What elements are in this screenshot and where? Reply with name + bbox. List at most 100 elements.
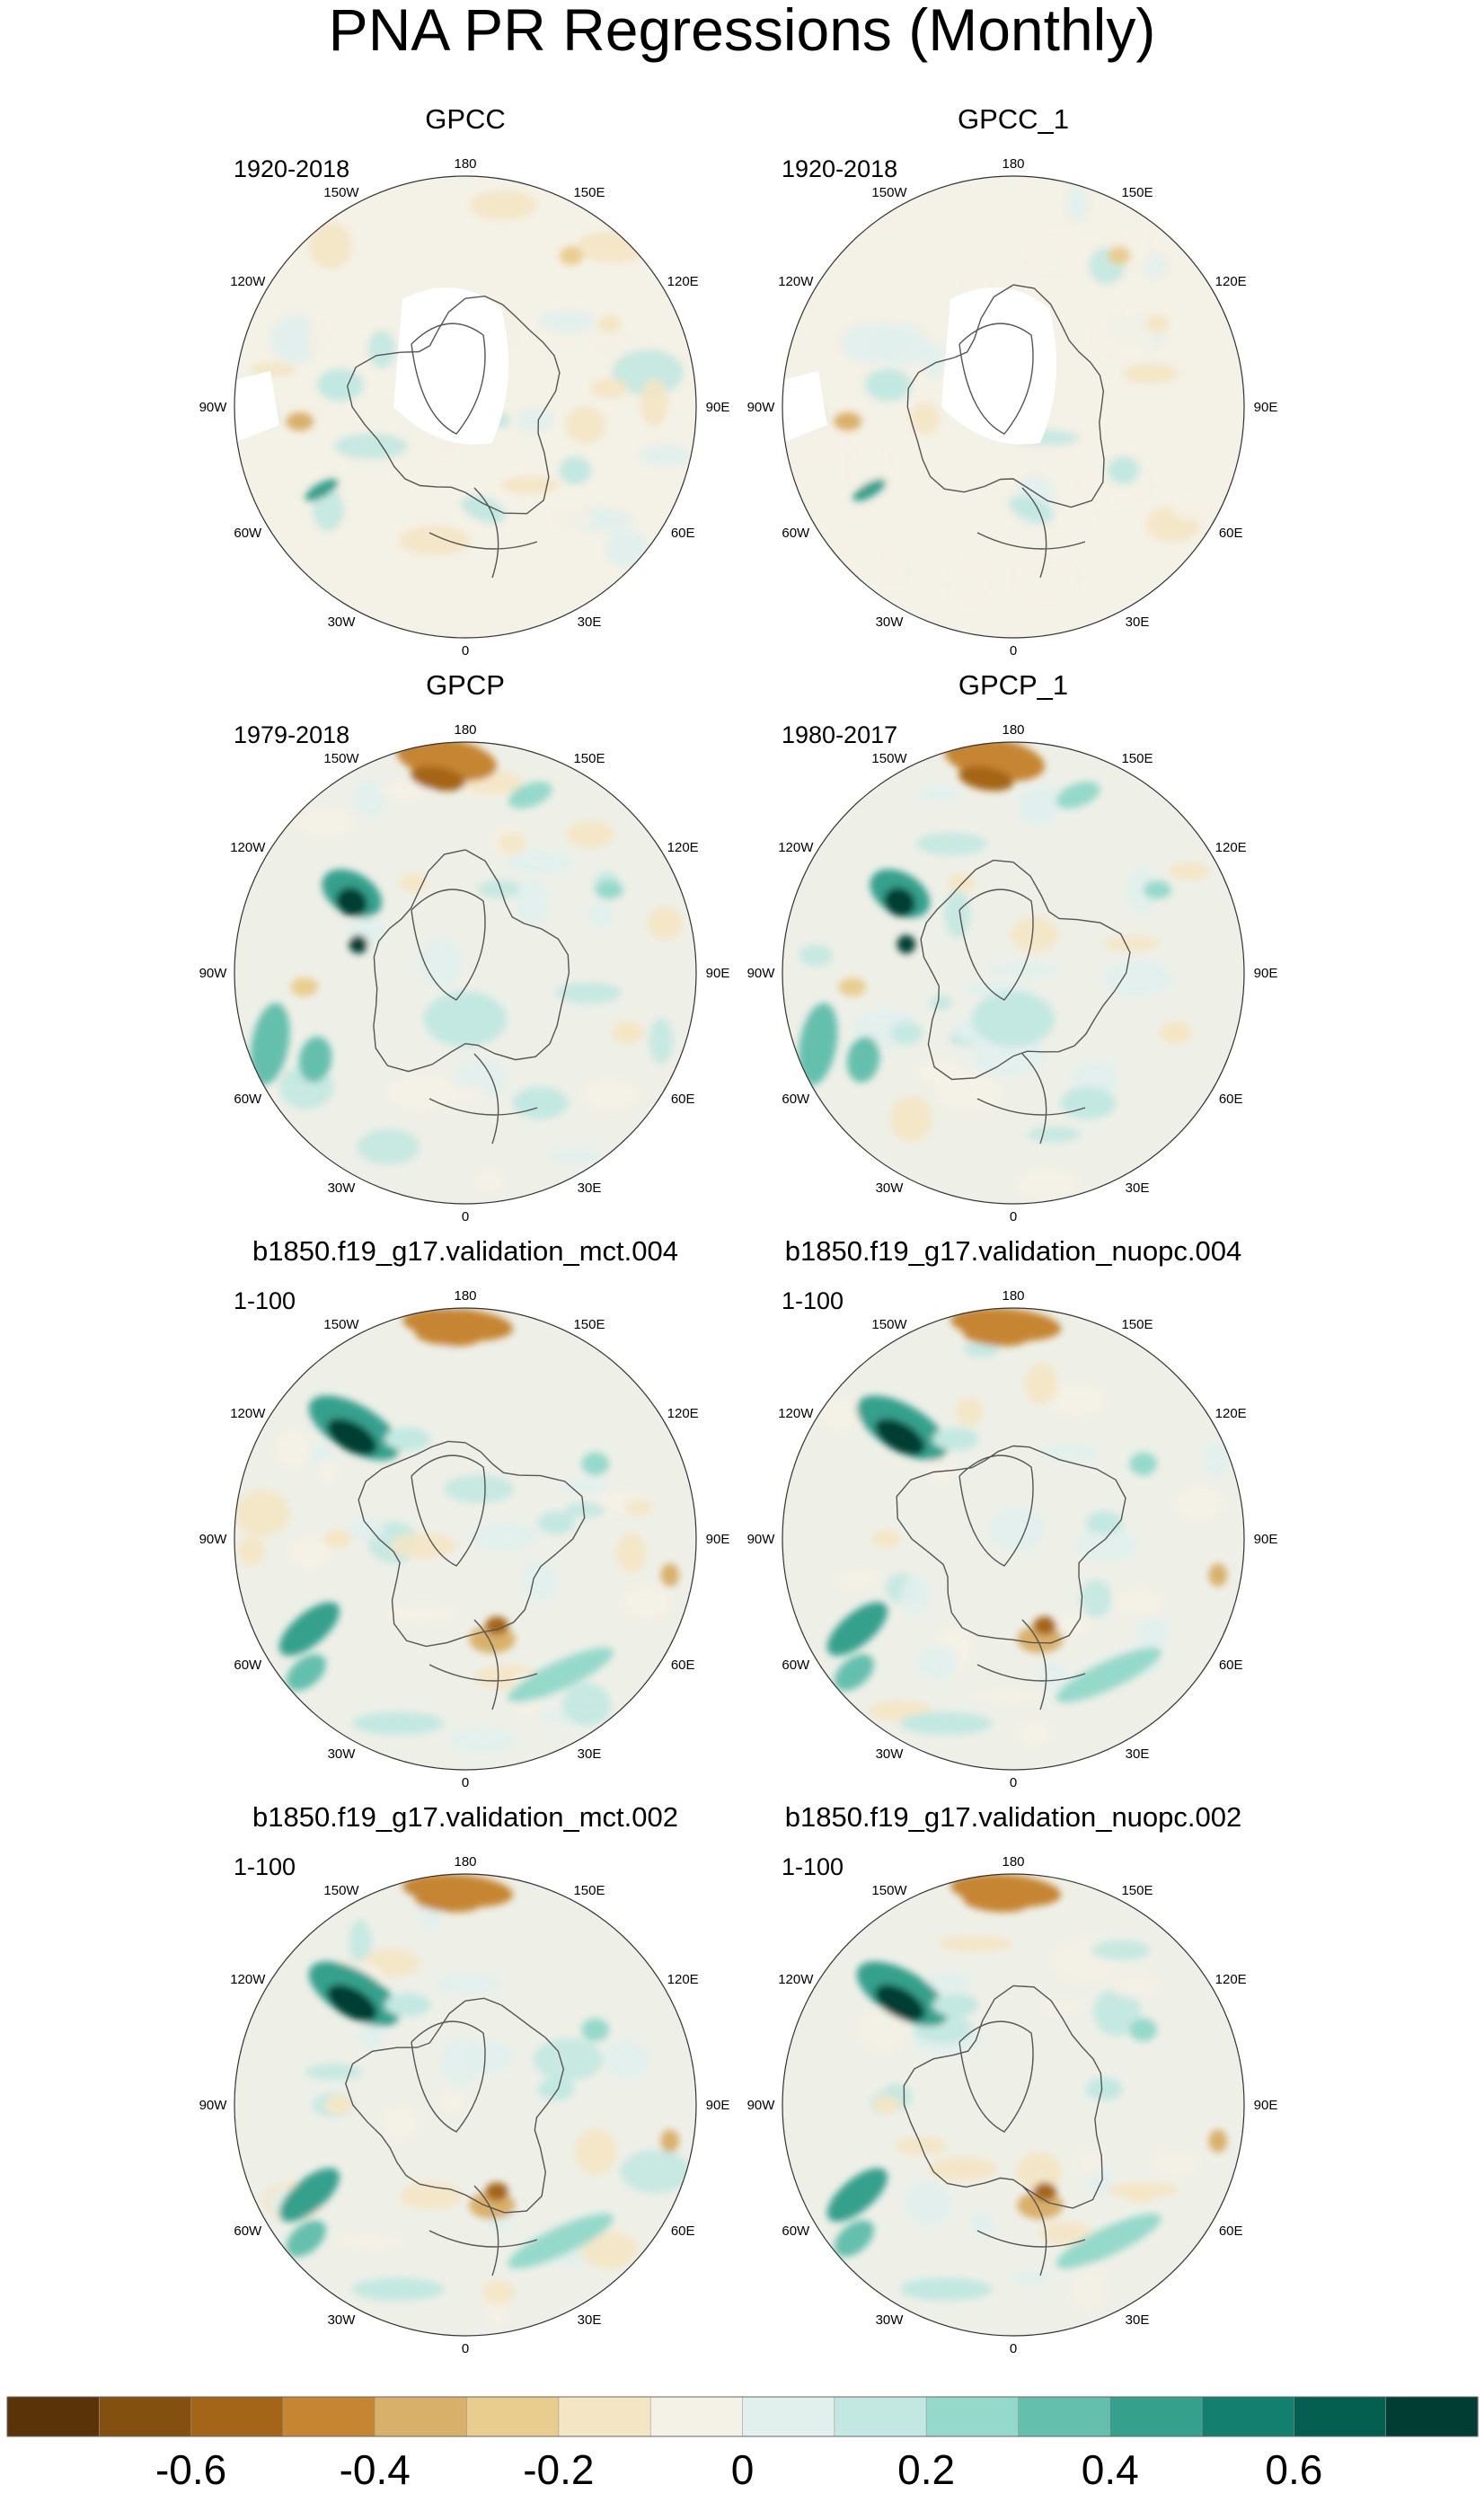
anomaly-blob <box>597 314 622 333</box>
anomaly-blob <box>1038 2221 1091 2246</box>
anomaly-blob <box>386 1604 459 1625</box>
anomaly-blob <box>1102 935 1161 952</box>
anomaly-blob <box>290 977 319 996</box>
colorbar-swatch <box>1109 2396 1203 2437</box>
anomaly-blob <box>826 1602 888 1657</box>
anomaly-blob <box>948 559 987 603</box>
longitude-label: 120E <box>1215 840 1247 855</box>
colorbar-swatch <box>1201 2396 1295 2437</box>
anomaly-blob <box>1027 1127 1082 1143</box>
anomaly-blob <box>638 444 693 467</box>
precip-field <box>234 176 696 638</box>
longitude-label: 90E <box>1254 966 1278 981</box>
anomaly-blob <box>482 2280 516 2305</box>
anomaly-blob <box>865 368 912 402</box>
anomaly-blob <box>1069 2267 1109 2311</box>
anomaly-blob <box>540 310 596 333</box>
colorbar-swatch <box>99 2396 192 2437</box>
anomaly-blob <box>533 2038 604 2082</box>
anomaly-blob <box>1171 1484 1225 1522</box>
anomaly-blob <box>234 1490 290 1537</box>
anomaly-blob <box>579 1077 641 1113</box>
anomaly-blob <box>1033 1616 1057 1635</box>
anomaly-blob <box>604 2040 649 2079</box>
longitude-label: 180 <box>1002 722 1024 738</box>
colorbar-tick-label: 0.2 <box>897 2446 955 2493</box>
map-border <box>234 175 697 639</box>
anomaly-blob <box>398 526 472 555</box>
precip-field <box>234 1874 696 2336</box>
missing-data <box>234 371 279 443</box>
anomaly-blob <box>1010 2270 1051 2285</box>
panel-title: b1850.f19_g17.validation_nuopc.004 <box>785 1235 1242 1267</box>
anomaly-blob <box>649 1018 674 1065</box>
anomaly-blob <box>1075 2146 1103 2179</box>
precip-field <box>234 742 696 1204</box>
anomaly-blob <box>1085 2077 1123 2100</box>
anomaly-blob <box>595 880 623 899</box>
anomaly-blob <box>305 2064 362 2081</box>
anomaly-blob <box>846 1036 880 1083</box>
colorbar-swatch <box>742 2396 835 2437</box>
anomaly-blob <box>926 1453 958 1486</box>
anomaly-blob <box>927 2156 998 2182</box>
map-border <box>782 1307 1245 1771</box>
anomaly-blob <box>508 782 552 809</box>
period-label: 1-100 <box>782 1287 844 1314</box>
anomaly-blob <box>579 2230 638 2269</box>
longitude-label: 60E <box>671 2223 695 2239</box>
longitude-label: 60E <box>671 1092 695 1107</box>
anomaly-blob <box>314 1459 340 1484</box>
anomaly-blob <box>305 479 338 501</box>
anomaly-blob <box>1040 1444 1098 1463</box>
anomaly-blob <box>537 1511 575 1534</box>
longitude-label: 120E <box>1215 274 1247 289</box>
anomaly-blob <box>286 411 314 431</box>
longitude-label: 150E <box>1121 1883 1153 1898</box>
anomaly-blob <box>1026 237 1084 274</box>
anomaly-blob <box>875 1419 925 1455</box>
longitude-label: 120W <box>778 840 814 855</box>
anomaly-blob <box>581 2018 610 2042</box>
longitude-label: 60W <box>782 1092 810 1107</box>
anomaly-blob <box>565 820 615 849</box>
longitude-label: 60W <box>782 1658 810 1673</box>
longitude-label: 120W <box>778 1406 814 1421</box>
anomaly-blob <box>1014 561 1079 596</box>
coastline-greenland <box>411 2020 486 2133</box>
anomaly-blob <box>660 1563 680 1587</box>
period-label: 1-100 <box>234 1287 296 1314</box>
anomaly-blob <box>312 488 344 531</box>
anomaly-blob <box>852 479 886 501</box>
coastlines <box>345 1997 565 2276</box>
longitude-label: 60E <box>1219 1092 1243 1107</box>
anomaly-blob <box>522 1560 558 1601</box>
anomaly-blob <box>826 2168 888 2223</box>
anomaly-blob <box>1204 1442 1230 1479</box>
anomaly-blob <box>384 1427 431 1451</box>
colorbar-tick-label: -0.2 <box>523 2446 594 2493</box>
anomaly-blob <box>516 407 554 433</box>
anomaly-blob <box>1145 314 1170 333</box>
longitude-label: 60W <box>234 1092 262 1107</box>
longitude-label: 0 <box>1010 1209 1017 1224</box>
coastline <box>906 284 1105 508</box>
anomaly-blob <box>1047 1383 1109 1419</box>
longitude-label: 30W <box>876 1746 905 1762</box>
longitude-label: 30W <box>328 614 357 630</box>
anomaly-blob <box>973 1688 1043 1705</box>
longitude-label: 120E <box>667 840 699 855</box>
coastline <box>358 1440 586 1648</box>
anomaly-blob <box>1009 495 1054 523</box>
anomaly-blob <box>336 887 367 917</box>
anomaly-blob <box>890 1021 923 1045</box>
anomaly-blob <box>647 906 683 941</box>
colorbar-tick-label: -0.4 <box>340 2446 411 2493</box>
colorbar-swatch <box>649 2396 744 2437</box>
anomaly-blob <box>889 1095 933 1143</box>
coastline-greenland <box>958 888 1034 1001</box>
map-border <box>234 741 697 1205</box>
anomaly-blob <box>899 1711 993 1736</box>
precip-field <box>782 1874 1244 2336</box>
longitude-label: 150E <box>573 1317 605 1332</box>
